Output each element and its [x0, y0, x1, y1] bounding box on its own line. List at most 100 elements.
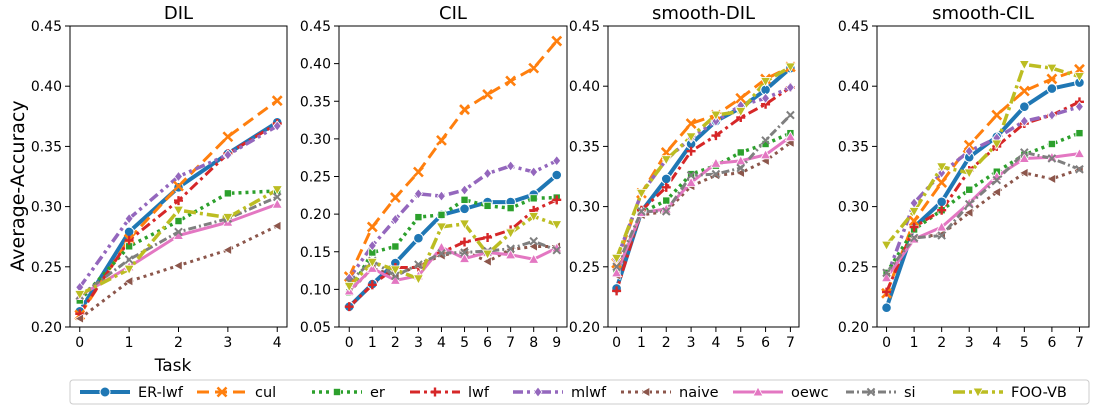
legend-entry-naive: naive [621, 385, 719, 401]
point-cul [551, 35, 563, 47]
legend-label: cul [255, 385, 276, 401]
series-line-cul [885, 67, 1080, 294]
plot-area [74, 95, 283, 324]
point-cul [1018, 85, 1030, 97]
point-si [909, 233, 919, 243]
point-mlwf [124, 213, 134, 225]
legend-label: FOO-VB [1011, 385, 1067, 401]
x-tick-label: 7 [786, 335, 795, 351]
legend-marker [430, 387, 440, 397]
point-foo-vb [1046, 63, 1058, 74]
y-tick-label: 0.45 [300, 19, 331, 35]
plot-area [880, 60, 1086, 314]
plot-area [610, 61, 797, 296]
x-tick-label: 0 [882, 335, 891, 351]
point-naive [1046, 173, 1056, 184]
point-mlwf [1019, 115, 1029, 127]
point-cul [173, 180, 184, 192]
series-line-er [347, 195, 557, 294]
point-lwf [937, 205, 947, 215]
point-mlwf [483, 167, 493, 180]
y-tick-label: 0.40 [300, 57, 331, 73]
point-si [882, 268, 891, 278]
point-foo-vb [389, 265, 401, 276]
point-si [437, 248, 446, 258]
point-si [612, 262, 621, 272]
x-tick-label: 3 [223, 335, 232, 351]
point-lwf [344, 302, 354, 312]
point-er-lwf [660, 173, 672, 185]
point-cul [436, 134, 447, 146]
x-tick-label: 4 [437, 335, 446, 351]
point-si [272, 192, 282, 202]
series-line-si [885, 150, 1081, 274]
point-oewc [435, 241, 448, 252]
point-oewc [610, 267, 623, 278]
legend-label: oewc [791, 385, 829, 401]
point-naive [964, 207, 974, 218]
y-tick-label: 0.30 [838, 200, 869, 216]
y-tick-label: 0.20 [838, 320, 869, 336]
point-mlwf [937, 167, 947, 179]
point-foo-vb [435, 222, 448, 233]
point-er-lwf [936, 196, 947, 208]
point-cul [222, 131, 234, 143]
point-lwf [711, 131, 721, 141]
y-tick-label: 0.30 [569, 200, 600, 216]
point-cul [908, 215, 920, 227]
axes-frame [876, 25, 1090, 328]
y-tick-label: 0.45 [838, 19, 869, 35]
legend-label: si [904, 385, 916, 401]
point-foo-vb [991, 139, 1003, 150]
x-tick-label: 1 [125, 335, 134, 351]
series-line-foo-vb [614, 65, 792, 259]
point-er [437, 210, 446, 219]
point-mlwf [367, 240, 377, 252]
point-foo-vb [551, 220, 563, 231]
plot-area [343, 35, 563, 312]
point-cul [459, 104, 470, 115]
point-si [414, 260, 423, 269]
x-tick-label: 1 [910, 335, 919, 351]
legend-label: mlwf [571, 385, 607, 401]
point-si [686, 170, 696, 180]
point-er [662, 196, 671, 205]
point-naive [991, 187, 1001, 198]
series-line-cul [347, 40, 558, 278]
point-foo-vb [74, 290, 86, 301]
y-tick-label: 0.30 [31, 200, 62, 216]
point-foo-vb [710, 110, 722, 121]
point-oewc [759, 149, 772, 160]
series-line-mlwf [884, 104, 1080, 279]
legend-box [69, 379, 1090, 405]
point-foo-vb [481, 249, 494, 260]
point-cul [482, 89, 493, 100]
point-foo-vb [366, 257, 378, 269]
y-tick-label: 0.40 [569, 79, 600, 95]
point-er [483, 201, 492, 210]
legend-entry-cul: cul [197, 385, 276, 401]
point-cul [505, 75, 517, 87]
point-oewc [389, 274, 401, 285]
point-lwf [552, 195, 562, 205]
point-er [736, 148, 745, 157]
x-tick-label: 0 [612, 335, 621, 351]
point-si [761, 136, 770, 145]
chart-panel-3: smooth-DIL 0.20 0.25 0.30 0.35 0.40 0.45 0 1 2 3 4 5… [569, 3, 800, 351]
legend-entry-er: er [312, 385, 385, 401]
x-tick-label: 9 [552, 335, 561, 351]
point-cul [1046, 73, 1058, 85]
legend-marker [640, 386, 650, 398]
series-line-lwf [348, 198, 558, 308]
point-mlwf [1047, 109, 1057, 121]
point-si [552, 245, 562, 255]
y-tick-label: 0.25 [838, 260, 869, 276]
series-line-mlwf [347, 159, 558, 280]
legend-entry-mlwf: mlwf [513, 385, 607, 401]
y-tick-label: 0.25 [300, 170, 331, 186]
point-cul [389, 192, 401, 203]
point-mlwf [506, 160, 516, 172]
x-tick-label: 0 [345, 335, 354, 351]
y-tick-label: 0.20 [300, 207, 331, 223]
point-oewc [528, 253, 540, 264]
